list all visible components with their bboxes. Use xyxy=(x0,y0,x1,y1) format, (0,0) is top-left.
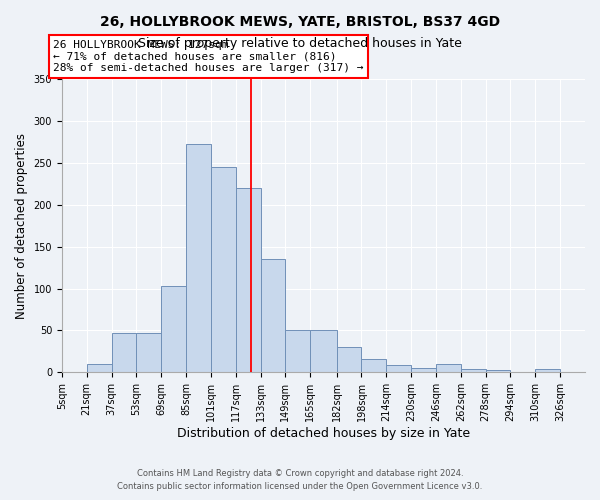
Bar xyxy=(386,365,411,372)
Bar xyxy=(236,188,260,372)
Bar xyxy=(461,369,485,372)
Bar xyxy=(136,333,161,372)
Bar xyxy=(211,167,236,372)
Bar xyxy=(161,286,186,372)
Text: 26 HOLLYBROOK MEWS: 127sqm
← 71% of detached houses are smaller (816)
28% of sem: 26 HOLLYBROOK MEWS: 127sqm ← 71% of deta… xyxy=(53,40,364,73)
Bar xyxy=(286,330,310,372)
Bar xyxy=(485,370,511,372)
Bar xyxy=(186,144,211,372)
Y-axis label: Number of detached properties: Number of detached properties xyxy=(15,132,28,318)
Bar xyxy=(112,333,136,372)
Bar xyxy=(337,347,361,372)
Bar xyxy=(535,369,560,372)
X-axis label: Distribution of detached houses by size in Yate: Distribution of detached houses by size … xyxy=(177,427,470,440)
Bar xyxy=(361,359,386,372)
Bar xyxy=(87,364,112,372)
Bar xyxy=(260,259,286,372)
Text: 26, HOLLYBROOK MEWS, YATE, BRISTOL, BS37 4GD: 26, HOLLYBROOK MEWS, YATE, BRISTOL, BS37… xyxy=(100,15,500,29)
Bar xyxy=(411,368,436,372)
Text: Size of property relative to detached houses in Yate: Size of property relative to detached ho… xyxy=(138,38,462,51)
Bar xyxy=(310,330,337,372)
Text: Contains HM Land Registry data © Crown copyright and database right 2024.: Contains HM Land Registry data © Crown c… xyxy=(137,468,463,477)
Bar xyxy=(436,364,461,372)
Text: Contains public sector information licensed under the Open Government Licence v3: Contains public sector information licen… xyxy=(118,482,482,491)
